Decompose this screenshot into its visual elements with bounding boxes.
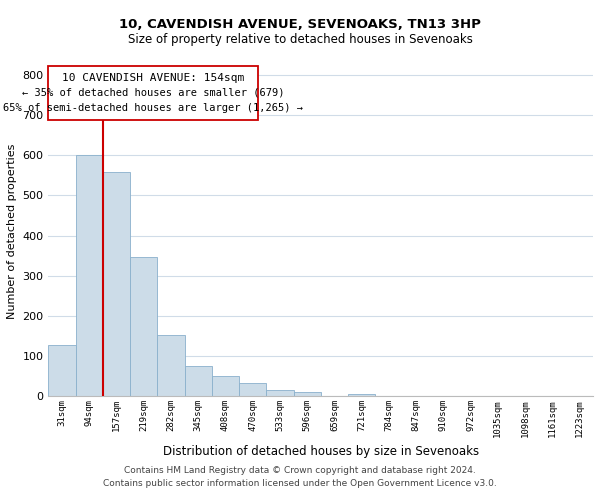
Text: ← 35% of detached houses are smaller (679): ← 35% of detached houses are smaller (67… [22,88,284,98]
Bar [293,392,321,396]
Bar [130,256,157,396]
Bar [76,156,103,396]
Bar [266,390,293,396]
Text: 65% of semi-detached houses are larger (1,265) →: 65% of semi-detached houses are larger (… [4,103,304,113]
Y-axis label: Number of detached properties: Number of detached properties [7,144,17,320]
Bar [185,366,212,396]
Bar [103,172,130,396]
Bar [348,394,375,396]
X-axis label: Distribution of detached houses by size in Sevenoaks: Distribution of detached houses by size … [163,445,479,458]
Bar [239,383,266,396]
Text: 10 CAVENDISH AVENUE: 154sqm: 10 CAVENDISH AVENUE: 154sqm [62,72,244,83]
Bar [157,336,185,396]
Bar [212,376,239,396]
Text: 10, CAVENDISH AVENUE, SEVENOAKS, TN13 3HP: 10, CAVENDISH AVENUE, SEVENOAKS, TN13 3H… [119,18,481,30]
Text: Contains HM Land Registry data © Crown copyright and database right 2024.
Contai: Contains HM Land Registry data © Crown c… [103,466,497,487]
Text: Size of property relative to detached houses in Sevenoaks: Size of property relative to detached ho… [128,32,472,46]
Bar [49,345,76,397]
